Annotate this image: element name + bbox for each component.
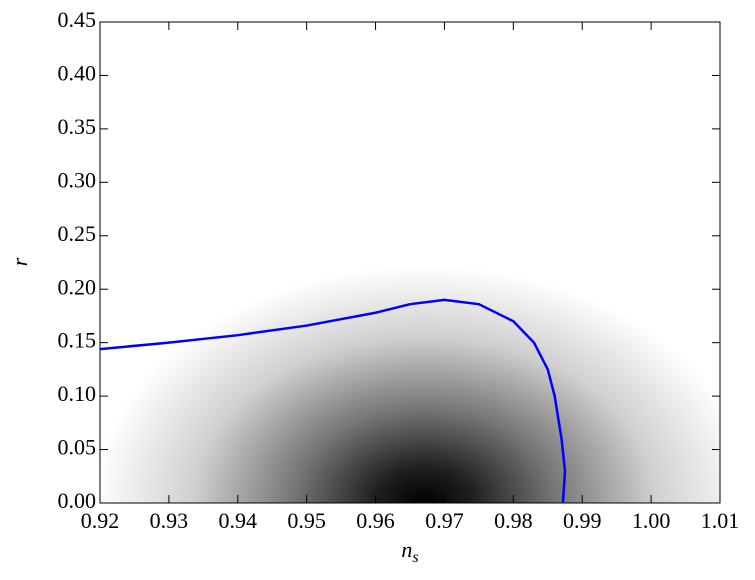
x-tick-label: 0.97 [425,508,464,533]
x-tick-label: 1.00 [632,508,671,533]
y-tick-label: 0.20 [58,274,97,299]
density [100,22,720,503]
x-tick-label: 0.93 [150,508,189,533]
y-tick-label: 0.30 [58,167,97,192]
x-label-sub: s [412,549,418,566]
y-tick-label: 0.35 [58,114,97,139]
x-tick-label: 0.96 [356,508,395,533]
x-tick-label: 0.92 [81,508,120,533]
x-tick-label: 0.94 [219,508,258,533]
y-tick-label: 0.00 [58,488,97,513]
y-tick-label: 0.40 [58,60,97,85]
y-tick-label: 0.15 [58,328,97,353]
x-tick-label: 0.98 [494,508,533,533]
contour-line [99,298,567,504]
plot-frame [99,21,721,504]
x-axis-label: ns [401,537,418,566]
x-label-main: n [401,537,412,562]
x-tick-label: 1.01 [701,508,740,533]
y-tick-label: 0.25 [58,221,97,246]
x-tick-label: 0.95 [287,508,326,533]
y-axis-label: r [7,257,32,266]
density-shading [100,22,720,503]
y-tick-label: 0.10 [58,381,97,406]
y-tick-label: 0.05 [58,435,97,460]
x-tick-label: 0.99 [563,508,602,533]
y-tick-label: 0.45 [58,7,97,32]
